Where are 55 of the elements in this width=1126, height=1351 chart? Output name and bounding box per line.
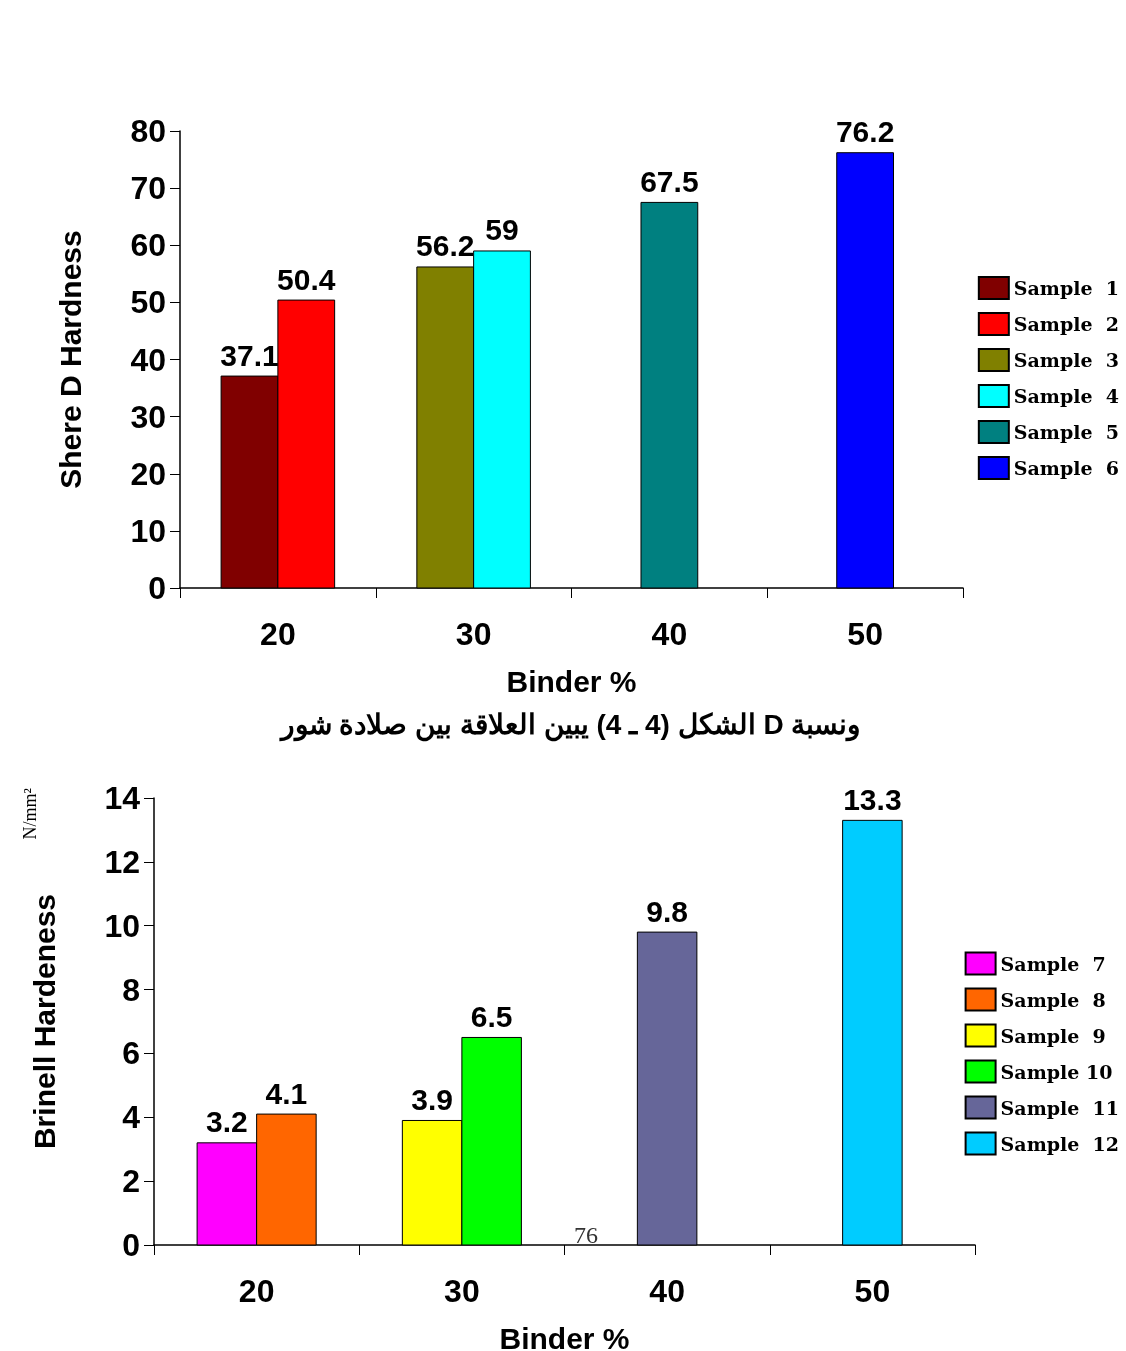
y-axis-title: Shere D Hardness — [53, 230, 87, 489]
y-tick-label: 80 — [130, 113, 166, 149]
x-axis-title: Binder % — [506, 664, 637, 698]
legend-label: Sample 9 — [1000, 1024, 1106, 1047]
data-label: 4.1 — [265, 1076, 308, 1110]
y-tick-label: 8 — [122, 971, 140, 1008]
data-label: 76.2 — [835, 115, 895, 149]
legend-label: Sample 12 — [1000, 1132, 1120, 1155]
y-tick-label: 10 — [130, 512, 166, 549]
data-label: 59 — [485, 213, 519, 247]
y-tick-label: 12 — [104, 843, 140, 880]
legend-label: Sample 11 — [1000, 1096, 1120, 1119]
x-tick-label: 50 — [847, 616, 883, 652]
annotation: 76 — [574, 1222, 598, 1248]
legend-label: Sample 4 — [1013, 385, 1120, 407]
legend-label: Sample 10 — [1000, 1060, 1113, 1083]
y-tick-label: 70 — [130, 170, 166, 207]
legend-label: Sample 5 — [1013, 421, 1120, 443]
y-axis-title: Brinell Hardeness — [27, 893, 61, 1150]
x-tick-label: 20 — [260, 616, 296, 652]
text: الشكل (4 ـ 4) يبين العلاقة بين صلادة شور D ونسبة — [278, 708, 862, 742]
y-tick-label: 4 — [122, 1099, 141, 1136]
y-tick-label: 14 — [104, 780, 141, 816]
y-tick-label: 10 — [104, 907, 140, 944]
x-axis-title: Binder % — [499, 1321, 630, 1351]
x-tick-label: 50 — [854, 1273, 891, 1309]
legend-label: Sample 2 — [1013, 313, 1120, 335]
data-label: 3.9 — [411, 1082, 453, 1116]
y-tick-label: 30 — [130, 398, 166, 435]
y-tick-label: 20 — [130, 455, 166, 492]
y-tick-label: 50 — [130, 284, 166, 321]
y-tick-label: 40 — [130, 341, 166, 378]
y-tick-label: 0 — [122, 1227, 140, 1263]
legend-label: Sample 6 — [1013, 457, 1120, 479]
data-label: 67.5 — [640, 164, 699, 198]
y-tick-label: 60 — [130, 227, 166, 264]
x-tick-label: 20 — [238, 1273, 275, 1309]
data-label: 56.2 — [416, 229, 475, 263]
data-label: 13.3 — [843, 782, 902, 816]
text: N/mm² — [20, 788, 40, 840]
y-tick-label: 0 — [148, 570, 166, 606]
data-label: 3.2 — [206, 1105, 248, 1139]
legend-label: Sample 3 — [1013, 349, 1120, 371]
data-label: 6.5 — [470, 999, 513, 1033]
data-label: 50.4 — [277, 262, 336, 296]
x-tick-label: 40 — [649, 1273, 685, 1309]
x-tick-label: 30 — [444, 1273, 480, 1309]
legend-label: Sample 1 — [1013, 277, 1120, 299]
y-tick-label: 2 — [122, 1163, 140, 1200]
legend-label: Sample 7 — [1000, 952, 1106, 975]
x-tick-label: 30 — [455, 616, 492, 652]
x-tick-label: 40 — [651, 616, 688, 652]
y-tick-label: 6 — [122, 1035, 140, 1072]
legend-label: Sample 8 — [1000, 988, 1106, 1011]
data-label: 9.8 — [646, 894, 688, 928]
